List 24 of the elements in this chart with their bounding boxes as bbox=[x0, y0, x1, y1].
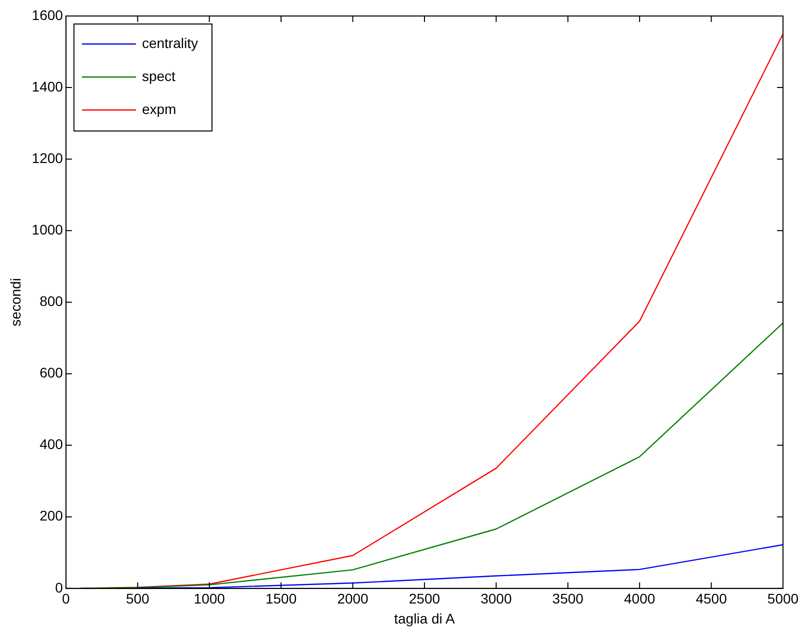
y-tick-label: 800 bbox=[40, 293, 64, 310]
x-tick-label: 4000 bbox=[624, 590, 656, 607]
x-tick-label: 2500 bbox=[408, 590, 440, 607]
x-tick-label: 3000 bbox=[480, 590, 512, 607]
y-tick-label: 1000 bbox=[32, 222, 64, 238]
y-tick-label: 1400 bbox=[32, 78, 64, 94]
y-axis-title: secondi bbox=[7, 278, 24, 326]
legend-label: centrality bbox=[142, 34, 198, 51]
x-tick-label: 3500 bbox=[552, 590, 584, 607]
x-tick-label: 1500 bbox=[265, 590, 297, 607]
x-tick-label: 500 bbox=[126, 590, 150, 607]
y-tick-label: 1600 bbox=[32, 6, 64, 23]
x-axis-title: taglia di A bbox=[394, 610, 456, 626]
x-tick-label: 1000 bbox=[194, 590, 226, 607]
x-tick-label: 2000 bbox=[337, 590, 369, 607]
y-tick-label: 400 bbox=[40, 436, 64, 452]
legend-label: spect bbox=[142, 68, 176, 84]
y-tick-label: 1200 bbox=[32, 150, 64, 166]
y-tick-label: 600 bbox=[40, 364, 64, 381]
legend-label: expm bbox=[142, 100, 176, 117]
y-tick-label: 200 bbox=[40, 508, 64, 524]
x-tick-label: 4500 bbox=[696, 590, 728, 607]
y-tick-label: 0 bbox=[55, 579, 64, 596]
x-tick-label: 5000 bbox=[767, 590, 799, 607]
